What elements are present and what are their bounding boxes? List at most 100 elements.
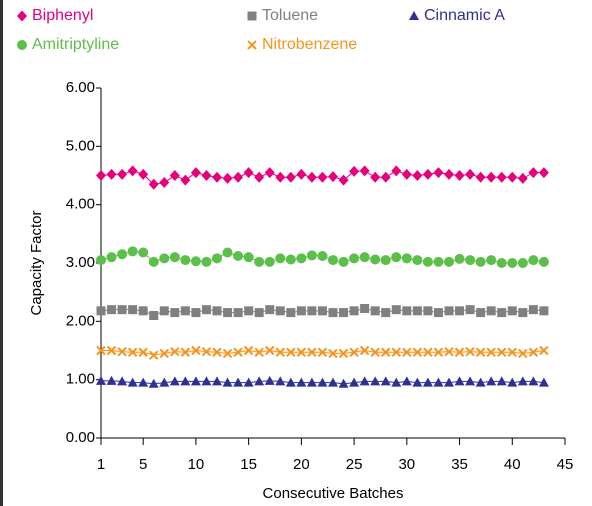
marker bbox=[285, 254, 296, 265]
x-tick-label: 20 bbox=[293, 456, 310, 473]
marker bbox=[370, 171, 381, 183]
x-tick-label: 35 bbox=[451, 456, 468, 473]
x-tick-label: 15 bbox=[240, 456, 257, 473]
marker bbox=[539, 306, 549, 316]
marker bbox=[233, 251, 244, 261]
marker bbox=[169, 252, 180, 263]
marker bbox=[412, 170, 423, 181]
marker bbox=[317, 251, 328, 261]
legend-label: Toluene bbox=[262, 7, 318, 24]
marker bbox=[496, 171, 507, 183]
y-tick-label: 3.00 bbox=[66, 254, 95, 271]
marker bbox=[201, 376, 212, 386]
marker bbox=[528, 347, 539, 357]
marker bbox=[190, 376, 201, 386]
marker bbox=[243, 377, 254, 387]
marker bbox=[465, 305, 475, 315]
marker bbox=[307, 347, 317, 357]
marker bbox=[475, 347, 486, 357]
marker bbox=[528, 305, 538, 315]
marker bbox=[212, 376, 222, 386]
marker bbox=[254, 171, 265, 183]
marker bbox=[180, 255, 191, 266]
marker bbox=[148, 178, 159, 190]
marker bbox=[391, 165, 402, 177]
y-axis-title: Capacity Factor bbox=[28, 210, 45, 315]
marker bbox=[127, 246, 138, 257]
marker bbox=[233, 308, 243, 318]
marker bbox=[148, 378, 159, 388]
marker bbox=[138, 168, 149, 180]
marker bbox=[138, 247, 149, 258]
marker bbox=[412, 255, 423, 266]
marker bbox=[148, 256, 159, 267]
marker bbox=[96, 170, 106, 181]
marker bbox=[433, 256, 444, 267]
marker bbox=[138, 377, 149, 387]
marker bbox=[127, 347, 138, 357]
marker bbox=[349, 306, 359, 316]
marker bbox=[433, 377, 444, 387]
marker bbox=[254, 347, 264, 357]
marker bbox=[254, 308, 264, 318]
marker bbox=[317, 171, 328, 183]
marker bbox=[433, 167, 444, 179]
marker bbox=[275, 347, 285, 357]
marker bbox=[306, 377, 317, 387]
marker bbox=[422, 377, 433, 387]
marker bbox=[233, 377, 244, 387]
marker bbox=[317, 347, 328, 357]
marker bbox=[381, 308, 391, 318]
marker bbox=[507, 306, 517, 316]
marker bbox=[465, 376, 476, 386]
marker bbox=[360, 304, 370, 313]
left-edge bbox=[0, 0, 3, 506]
marker bbox=[275, 306, 285, 316]
marker bbox=[528, 255, 539, 266]
marker bbox=[275, 253, 286, 264]
marker bbox=[486, 306, 496, 316]
marker bbox=[486, 376, 497, 386]
x-tick-label: 30 bbox=[398, 456, 415, 473]
marker bbox=[286, 347, 296, 357]
marker bbox=[517, 258, 528, 268]
marker bbox=[244, 306, 254, 316]
marker bbox=[496, 376, 507, 386]
marker bbox=[422, 256, 433, 267]
y-tick-label: 4.00 bbox=[66, 196, 95, 213]
marker bbox=[391, 347, 401, 357]
marker bbox=[243, 252, 254, 263]
y-tick-label: 5.00 bbox=[66, 137, 95, 154]
marker bbox=[401, 376, 412, 386]
marker bbox=[475, 256, 486, 267]
marker bbox=[402, 347, 412, 357]
marker bbox=[191, 308, 201, 318]
marker bbox=[423, 306, 433, 316]
marker bbox=[222, 172, 233, 184]
x-tick-label: 5 bbox=[139, 456, 147, 473]
legend-label: Nitrobenzene bbox=[262, 36, 357, 53]
marker bbox=[275, 376, 286, 386]
marker bbox=[328, 348, 338, 359]
marker bbox=[317, 377, 328, 387]
marker bbox=[275, 171, 286, 183]
marker bbox=[117, 346, 127, 357]
marker bbox=[370, 347, 380, 357]
x-tick-label: 1 bbox=[97, 456, 105, 473]
marker bbox=[307, 306, 317, 316]
marker bbox=[296, 306, 306, 316]
marker bbox=[127, 165, 138, 177]
legend-label: Cinnamic A bbox=[424, 7, 505, 24]
marker bbox=[169, 376, 180, 386]
marker bbox=[247, 40, 257, 50]
marker bbox=[465, 255, 476, 266]
marker bbox=[507, 171, 518, 183]
marker bbox=[201, 256, 212, 267]
marker bbox=[159, 306, 169, 316]
marker bbox=[359, 165, 370, 177]
marker bbox=[497, 347, 507, 357]
marker bbox=[107, 305, 117, 315]
marker bbox=[391, 252, 402, 263]
marker bbox=[106, 168, 117, 180]
